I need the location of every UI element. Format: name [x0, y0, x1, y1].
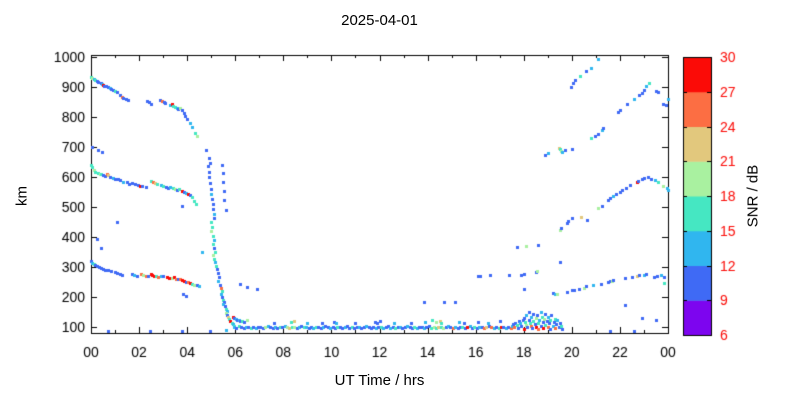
x-axis-label: UT Time / hrs [334, 372, 425, 389]
colorbar-label: SNR / dB [744, 164, 762, 228]
y-axis-label: km [13, 186, 31, 206]
chart-title: 2025-04-01 [341, 12, 418, 29]
